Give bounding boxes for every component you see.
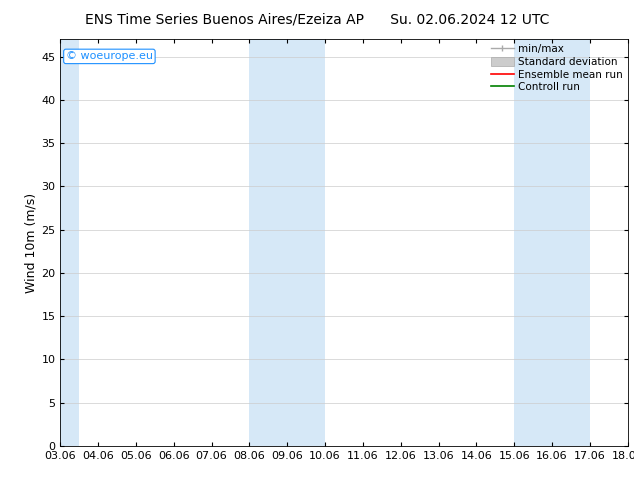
Bar <box>60 39 79 446</box>
Legend: min/max, Standard deviation, Ensemble mean run, Controll run: min/max, Standard deviation, Ensemble me… <box>489 42 624 94</box>
Text: ENS Time Series Buenos Aires/Ezeiza AP      Su. 02.06.2024 12 UTC: ENS Time Series Buenos Aires/Ezeiza AP S… <box>85 12 549 26</box>
Text: © woeurope.eu: © woeurope.eu <box>66 51 153 61</box>
Bar <box>249 39 325 446</box>
Bar <box>514 39 590 446</box>
Y-axis label: Wind 10m (m/s): Wind 10m (m/s) <box>24 193 37 293</box>
